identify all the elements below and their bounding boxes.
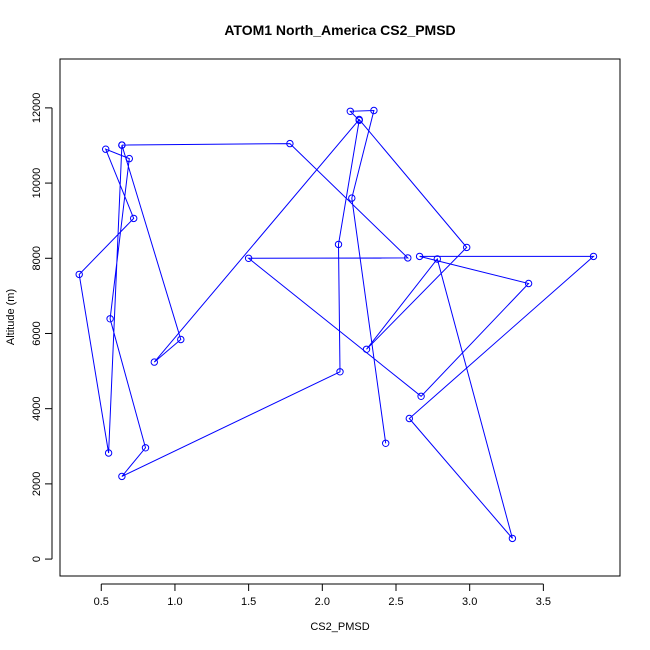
y-tick-label: 6000	[31, 321, 43, 345]
data-point	[417, 392, 425, 400]
data-point	[589, 252, 598, 261]
data-point	[244, 254, 253, 262]
data-point	[348, 194, 356, 202]
data-point	[336, 368, 344, 376]
y-axis-label: Altitude (m)	[5, 289, 17, 345]
y-tick-label: 12000	[31, 93, 43, 124]
data-point	[177, 335, 185, 344]
data-point	[141, 444, 150, 452]
data-point	[404, 254, 412, 262]
x-axis-label: CS2_PMSD	[310, 621, 369, 633]
data-point	[524, 279, 533, 288]
x-axis: 0.5 1.0 1.5 2.0 2.5 3.0 3.5	[94, 583, 551, 608]
y-axis: 0 2000 4000 6000 8000 10000 12000	[31, 93, 53, 562]
data-point	[118, 472, 126, 481]
x-tick-label: 1.5	[241, 596, 256, 608]
x-tick-label: 3.5	[536, 596, 551, 608]
data-point	[130, 214, 138, 223]
data-point	[286, 139, 294, 148]
series-line	[78, 109, 595, 539]
y-tick-label: 0	[31, 556, 43, 562]
data-point	[370, 106, 378, 115]
data-point	[508, 534, 517, 543]
plot-box	[59, 58, 621, 577]
y-tick-label: 4000	[31, 396, 43, 420]
data-point	[104, 449, 113, 457]
data-point	[346, 107, 354, 116]
data-point	[355, 115, 363, 124]
y-tick-label: 2000	[31, 472, 43, 496]
data-point	[463, 243, 471, 252]
data-point	[362, 345, 371, 353]
x-tick-label: 2.5	[388, 596, 403, 608]
x-tick-label: 3.0	[462, 596, 477, 608]
y-tick-label: 8000	[31, 246, 43, 270]
data-point	[106, 315, 114, 323]
x-tick-label: 2.0	[315, 596, 330, 608]
data-point	[150, 358, 159, 366]
data-point	[118, 141, 126, 149]
data-point	[334, 240, 343, 249]
series-points	[75, 106, 598, 543]
x-tick-label: 1.0	[167, 596, 182, 608]
x-tick-label: 0.5	[94, 596, 109, 608]
data-point	[415, 252, 424, 261]
data-point	[405, 414, 413, 423]
data-point	[75, 270, 83, 279]
y-tick-label: 10000	[31, 168, 43, 199]
chart-title: ATOM1 North_America CS2_PMSD	[224, 22, 455, 38]
data-point	[125, 154, 134, 163]
data-point	[433, 255, 441, 263]
data-point	[382, 439, 390, 447]
data-point	[102, 145, 110, 153]
